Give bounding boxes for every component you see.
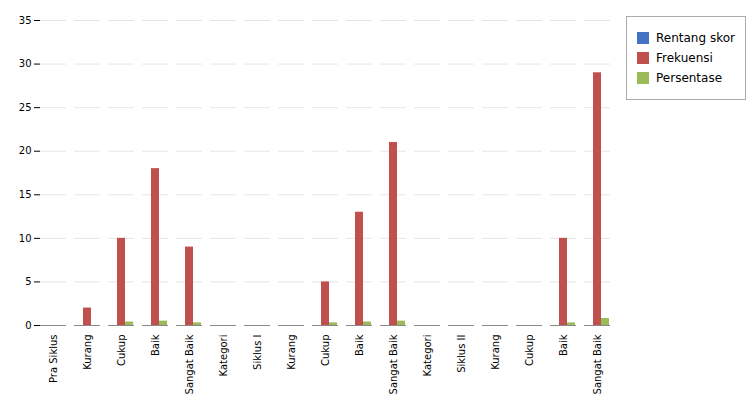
svg-text:Baik: Baik [354,334,365,356]
svg-text:Cukup: Cukup [116,335,127,367]
svg-text:Siklus I: Siklus I [252,335,263,370]
svg-text:20: 20 [19,145,32,156]
svg-text:Kategori: Kategori [422,335,433,377]
svg-text:Pra Siklus: Pra Siklus [48,335,59,384]
svg-text:Sangat Baik: Sangat Baik [184,334,195,394]
svg-text:Kategori: Kategori [218,335,229,377]
svg-text:Sangat Baik: Sangat Baik [592,334,603,394]
svg-text:30: 30 [19,58,32,69]
svg-text:Siklus II: Siklus II [456,335,467,373]
svg-text:Kurang: Kurang [82,335,93,370]
svg-text:Sangat Baik: Sangat Baik [388,334,399,394]
html-text:Rentang skor: Rentang skor [656,31,735,45]
svg-text:10: 10 [19,233,32,244]
svg-text:Kurang: Kurang [286,335,297,370]
svg-text:35: 35 [19,15,32,26]
svg-text:Cukup: Cukup [320,335,331,367]
svg-text:Baik: Baik [558,334,569,356]
svg-text:5: 5 [25,276,31,287]
html-text:Frekuensi: Frekuensi [656,51,713,65]
svg-text:0: 0 [25,320,31,331]
svg-text:15: 15 [19,189,32,200]
svg-text:25: 25 [19,102,32,113]
svg-text:Kurang: Kurang [490,335,501,370]
html-text:Persentase: Persentase [656,71,723,85]
svg-text:Baik: Baik [150,334,161,356]
svg-text:Cukup: Cukup [524,335,535,367]
